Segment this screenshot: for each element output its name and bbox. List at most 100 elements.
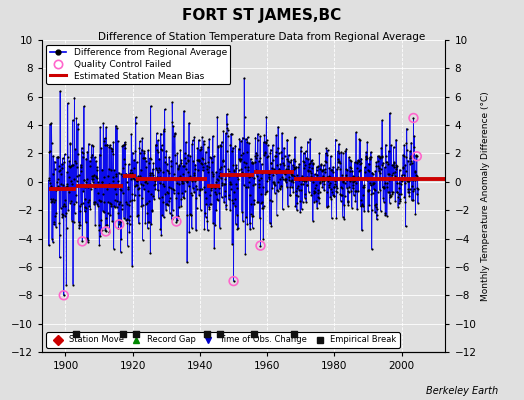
Point (236, 158, 245, 164)
Point (346, 157, 354, 163)
Point (115, 221, 124, 228)
Point (203, 162, 211, 169)
Point (93, 164, 101, 170)
Point (345, 188, 353, 195)
Point (110, 167, 118, 173)
Point (194, 176, 202, 182)
Point (141, 158, 150, 164)
Point (364, 160, 373, 167)
Point (302, 199, 310, 205)
Point (274, 179, 282, 185)
Point (402, 140, 411, 146)
Point (395, 199, 403, 206)
Point (289, 162, 297, 168)
Point (137, 203, 146, 209)
Point (102, 222, 111, 228)
Point (307, 192, 315, 198)
Point (265, 174, 274, 180)
Point (367, 154, 375, 161)
Point (126, 198, 135, 205)
Point (68, 161, 77, 168)
Point (298, 206, 306, 212)
Point (344, 202, 352, 208)
Point (304, 156, 312, 162)
Point (296, 209, 304, 216)
Point (322, 145, 331, 152)
Point (179, 171, 188, 177)
Point (390, 160, 399, 166)
Point (379, 194, 387, 201)
Point (243, 221, 252, 228)
Point (283, 166, 292, 173)
Point (291, 134, 299, 140)
Point (216, 170, 224, 177)
Point (63, 100, 72, 106)
Point (342, 166, 351, 172)
Point (60, 292, 68, 298)
Point (400, 172, 408, 178)
Point (111, 197, 119, 203)
Point (203, 227, 212, 234)
Point (352, 159, 361, 165)
Point (354, 158, 363, 164)
Point (228, 148, 236, 154)
Point (388, 191, 397, 197)
Point (211, 185, 220, 191)
Point (114, 225, 123, 231)
Point (387, 142, 395, 148)
Point (58, 210, 66, 217)
Point (187, 211, 195, 218)
Point (348, 168, 356, 174)
Point (280, 144, 288, 151)
Point (378, 153, 387, 159)
Point (50, 218, 59, 225)
Point (229, 144, 237, 151)
Point (287, 178, 295, 184)
Point (115, 169, 123, 176)
Point (108, 218, 116, 224)
Point (353, 165, 362, 171)
Point (407, 153, 415, 160)
Point (106, 212, 114, 218)
Point (214, 190, 223, 196)
Point (314, 194, 322, 200)
Point (319, 167, 328, 174)
Point (290, 173, 298, 179)
Point (145, 198, 154, 204)
Point (340, 202, 348, 208)
Point (214, 143, 222, 149)
Point (397, 176, 405, 182)
Point (116, 217, 124, 223)
Point (230, 188, 238, 195)
Point (98, 166, 106, 173)
Point (278, 155, 287, 162)
Point (142, 164, 150, 171)
Point (104, 172, 112, 179)
Point (70, 95, 79, 101)
Point (202, 195, 211, 202)
Point (235, 155, 243, 162)
Point (274, 145, 282, 151)
Point (337, 184, 346, 190)
Point (69, 162, 78, 168)
Point (209, 171, 217, 178)
Point (296, 198, 304, 204)
Point (142, 178, 150, 184)
Point (60, 292, 68, 298)
Point (103, 222, 112, 228)
Point (79, 188, 88, 195)
Point (322, 150, 330, 156)
Point (315, 150, 323, 156)
Point (396, 180, 405, 187)
Point (56, 232, 64, 238)
Point (169, 206, 177, 213)
Point (225, 178, 234, 185)
Point (216, 142, 225, 149)
Point (282, 155, 291, 162)
Point (66, 199, 74, 206)
Point (198, 154, 206, 161)
Point (307, 170, 315, 176)
Point (81, 184, 89, 191)
Point (287, 177, 296, 183)
Point (307, 173, 315, 180)
